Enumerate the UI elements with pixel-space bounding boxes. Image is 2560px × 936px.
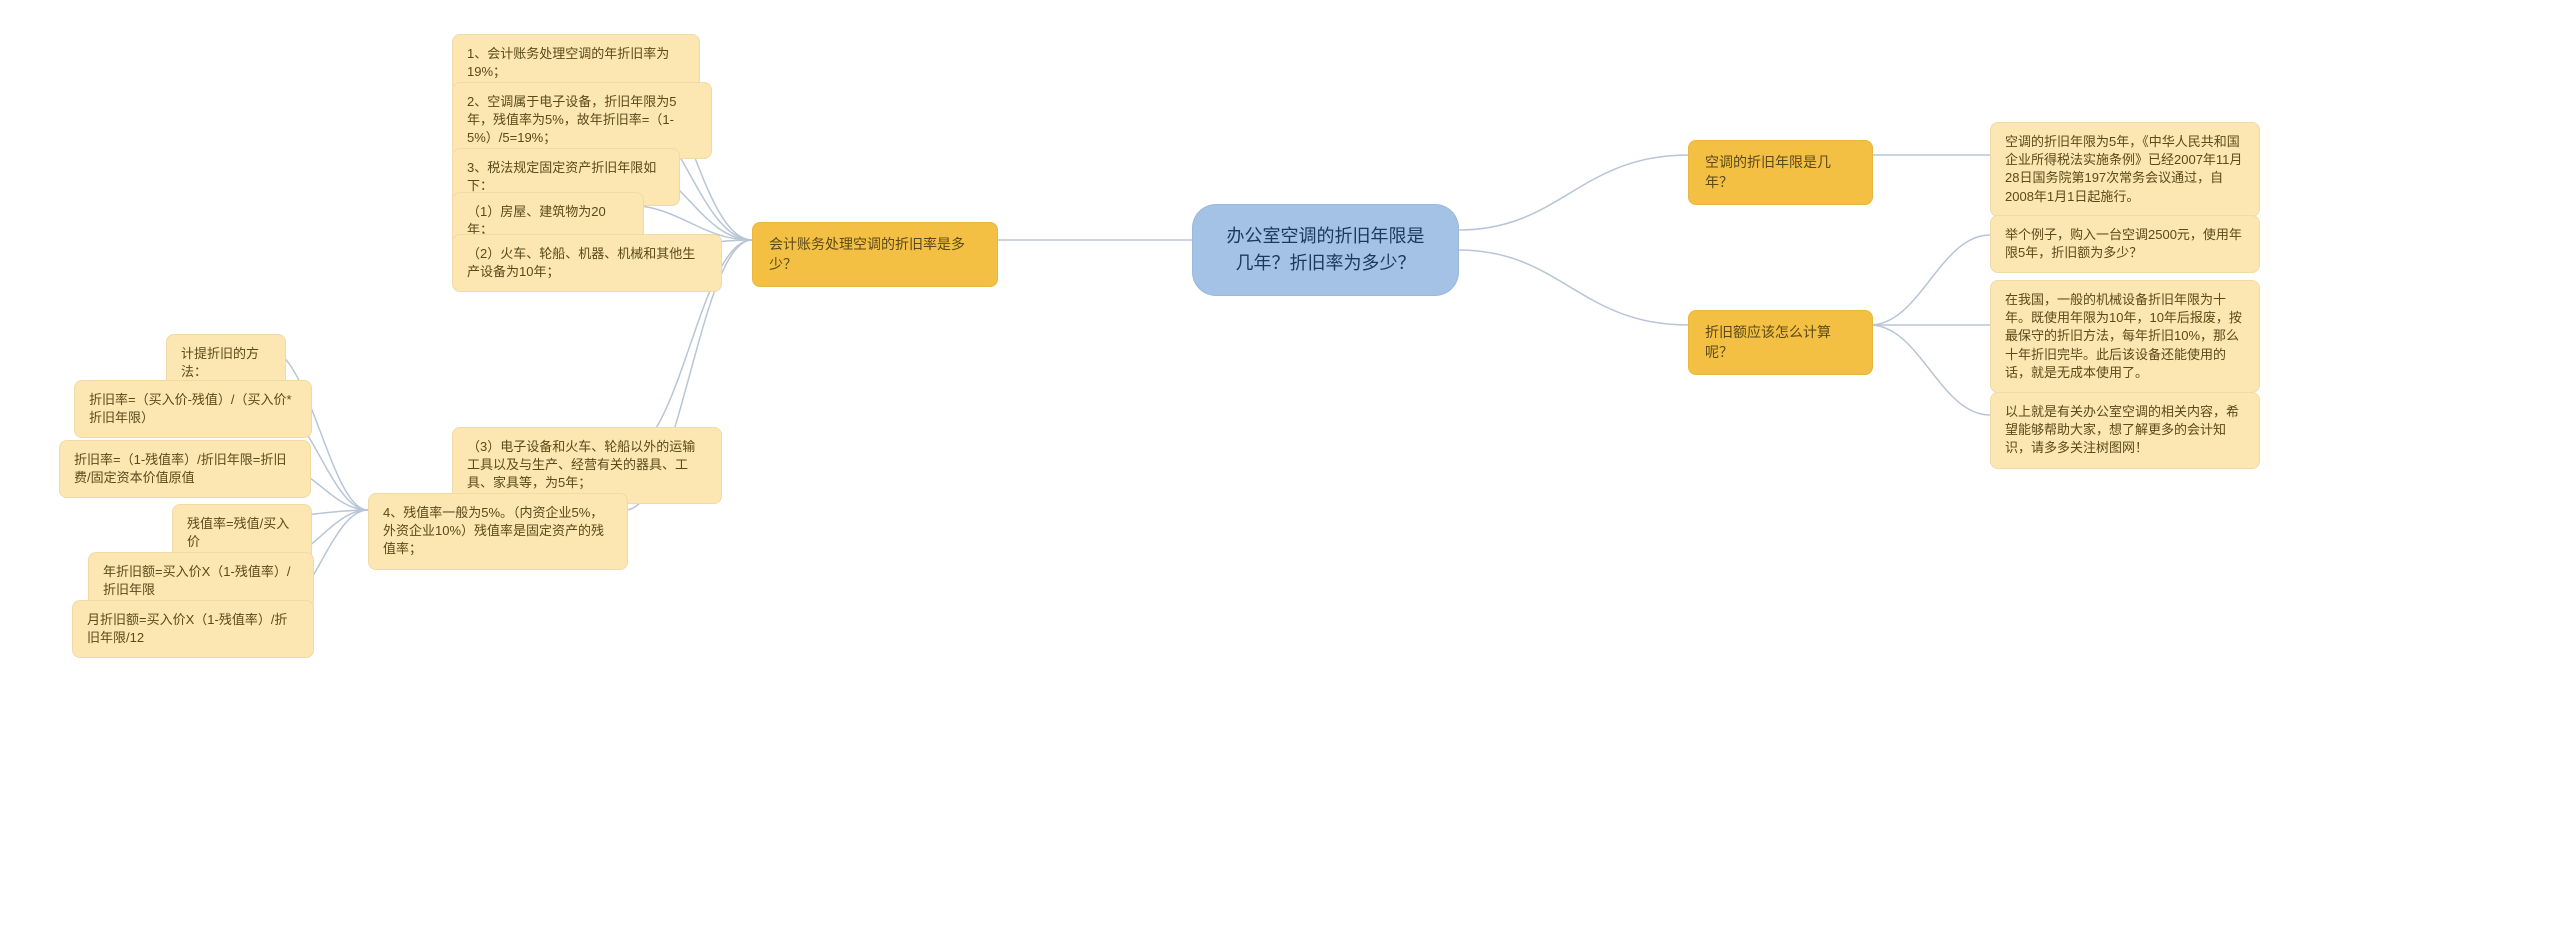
branch-right-2[interactable]: 折旧额应该怎么计算呢？ [1688, 310, 1873, 375]
branch-left-3-text: 会计账务处理空调的折旧率是多少？ [769, 236, 965, 272]
root-text: 办公室空调的折旧年限是几年？折旧率为多少？ [1227, 226, 1425, 273]
leaf-l3-6-text: （3）电子设备和火车、轮船以外的运输工具以及与生产、经营有关的器具、工具、家具等… [467, 439, 695, 490]
leaf-r2-2[interactable]: 在我国，一般的机械设备折旧年限为十年。既使用年限为10年，10年后报废，按最保守… [1990, 280, 2260, 393]
leaf-l7-3[interactable]: 折旧率=（1-残值率）/折旧年限=折旧费/固定资本价值原值 [59, 440, 311, 498]
branch-right-1-text: 空调的折旧年限是几年？ [1705, 154, 1831, 190]
branch-right-1[interactable]: 空调的折旧年限是几年？ [1688, 140, 1873, 205]
leaf-l3-5[interactable]: （2）火车、轮船、机器、机械和其他生产设备为10年； [452, 234, 722, 292]
leaf-r2-2-text: 在我国，一般的机械设备折旧年限为十年。既使用年限为10年，10年后报废，按最保守… [2005, 292, 2242, 380]
leaf-r1-1-text: 空调的折旧年限为5年，《中华人民共和国企业所得税法实施条例》已经2007年11月… [2005, 134, 2242, 204]
leaf-l3-3-text: 3、税法规定固定资产折旧年限如下： [467, 160, 656, 193]
leaf-l3-7-text: 4、残值率一般为5%。（内资企业5%，外资企业10%）残值率是固定资产的残值率； [383, 505, 604, 556]
leaf-l7-6[interactable]: 月折旧额=买入价X（1-残值率）/折旧年限/12 [72, 600, 314, 658]
branch-right-2-text: 折旧额应该怎么计算呢？ [1705, 324, 1831, 360]
leaf-l7-2-text: 折旧率=（买入价-残值）/（买入价*折旧年限） [89, 392, 292, 425]
leaf-r2-3-text: 以上就是有关办公室空调的相关内容，希望能够帮助大家，想了解更多的会计知识，请多多… [2005, 404, 2239, 455]
leaf-r2-1[interactable]: 举个例子，购入一台空调2500元，使用年限5年，折旧额为多少？ [1990, 215, 2260, 273]
leaf-l3-5-text: （2）火车、轮船、机器、机械和其他生产设备为10年； [467, 246, 695, 279]
leaf-l7-1-text: 计提折旧的方法： [181, 346, 259, 379]
branch-left-3[interactable]: 会计账务处理空调的折旧率是多少？ [752, 222, 998, 287]
leaf-r2-3[interactable]: 以上就是有关办公室空调的相关内容，希望能够帮助大家，想了解更多的会计知识，请多多… [1990, 392, 2260, 469]
leaf-l7-4-text: 残值率=残值/买入价 [187, 516, 289, 549]
mindmap-root[interactable]: 办公室空调的折旧年限是几年？折旧率为多少？ [1192, 204, 1459, 296]
leaf-l3-2-text: 2、空调属于电子设备，折旧年限为5年，残值率为5%，故年折旧率=（1-5%）/5… [467, 94, 676, 145]
leaf-l3-1-text: 1、会计账务处理空调的年折旧率为19%； [467, 46, 669, 79]
leaf-l7-3-text: 折旧率=（1-残值率）/折旧年限=折旧费/固定资本价值原值 [74, 452, 286, 485]
leaf-l7-5-text: 年折旧额=买入价X（1-残值率）/折旧年限 [103, 564, 290, 597]
leaf-r2-1-text: 举个例子，购入一台空调2500元，使用年限5年，折旧额为多少？ [2005, 227, 2242, 260]
leaf-l7-6-text: 月折旧额=买入价X（1-残值率）/折旧年限/12 [87, 612, 287, 645]
leaf-l3-4-text: （1）房屋、建筑物为20年； [467, 204, 606, 237]
leaf-r1-1[interactable]: 空调的折旧年限为5年，《中华人民共和国企业所得税法实施条例》已经2007年11月… [1990, 122, 2260, 217]
leaf-l7-2[interactable]: 折旧率=（买入价-残值）/（买入价*折旧年限） [74, 380, 312, 438]
leaf-l3-7[interactable]: 4、残值率一般为5%。（内资企业5%，外资企业10%）残值率是固定资产的残值率； [368, 493, 628, 570]
